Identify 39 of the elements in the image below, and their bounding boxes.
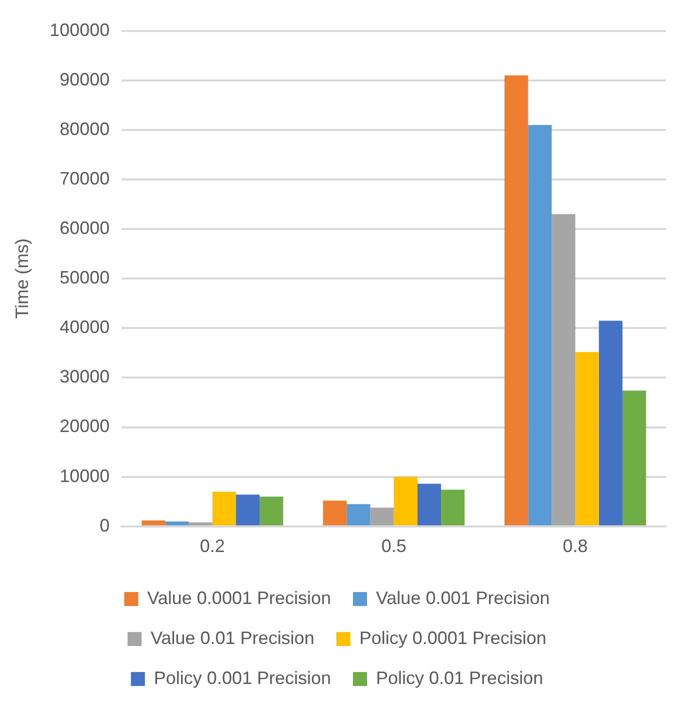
x-tick-label: 0.8	[562, 536, 588, 556]
bar	[370, 508, 394, 526]
bar	[260, 496, 284, 526]
bar	[323, 500, 347, 526]
x-tick-label: 0.5	[381, 536, 406, 556]
bar	[212, 492, 236, 526]
legend-label: Value 0.001 Precision	[376, 588, 550, 608]
bar	[575, 352, 599, 526]
y-tick-label: 90000	[60, 69, 110, 90]
bar	[142, 520, 166, 526]
y-tick-label: 80000	[60, 118, 110, 139]
bar	[528, 124, 552, 526]
bar	[417, 484, 442, 526]
y-axis-title: Time (ms)	[12, 238, 32, 319]
bar	[441, 490, 465, 526]
y-tick-label: 50000	[60, 268, 110, 288]
legend-label: Policy 0.01 Precision	[376, 668, 544, 688]
y-tick-label: 20000	[60, 416, 110, 436]
legend-label: Value 0.01 Precision	[150, 628, 314, 648]
legend-label: Policy 0.001 Precision	[154, 668, 332, 688]
y-tick-label: 10000	[60, 466, 110, 486]
bar	[165, 521, 189, 526]
bar	[236, 494, 260, 526]
bar	[552, 214, 576, 526]
bar	[188, 522, 212, 526]
bar	[346, 504, 370, 526]
bar	[394, 476, 418, 526]
y-tick-label: 0	[100, 515, 110, 536]
y-tick-label: 100000	[50, 20, 110, 40]
legend-label: Policy 0.0001 Precision	[359, 628, 546, 648]
y-tick-label: 70000	[60, 168, 110, 188]
y-tick-label: 40000	[60, 317, 110, 338]
y-tick-label: 60000	[60, 218, 110, 238]
bar	[598, 320, 622, 526]
x-tick-label: 0.2	[200, 536, 225, 556]
bar	[504, 75, 528, 526]
y-tick-label: 30000	[60, 366, 110, 387]
bar	[622, 390, 646, 526]
legend-label: Value 0.0001 Precision	[147, 588, 332, 608]
